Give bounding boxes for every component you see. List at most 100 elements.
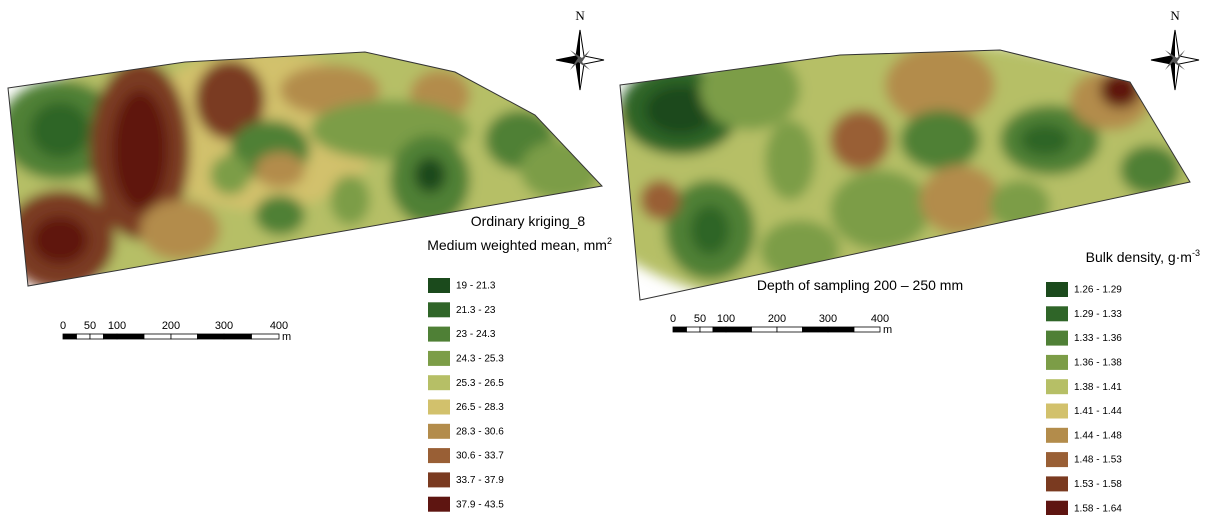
surface-zone	[640, 180, 680, 220]
legend-swatch	[428, 400, 450, 415]
legend-label: 1.38 - 1.41	[1074, 382, 1122, 393]
surface-blobs	[0, 30, 620, 310]
legend-swatch	[1046, 476, 1068, 491]
scale-label: 0	[670, 313, 676, 325]
surface-zone	[1120, 145, 1180, 195]
surface-zone	[1100, 72, 1140, 108]
legend-swatch	[1046, 501, 1068, 515]
scale-segment	[854, 327, 880, 332]
legend-swatch	[1046, 282, 1068, 297]
legend-label: 1.29 - 1.33	[1074, 309, 1122, 320]
surface-zone	[920, 165, 1000, 235]
scale-unit: m	[883, 324, 892, 336]
scale-segment	[828, 327, 854, 332]
legend-label: 1.41 - 1.44	[1074, 406, 1122, 417]
title-text: Ordinary kriging_8	[471, 213, 586, 229]
legend-swatch	[1046, 379, 1068, 394]
title-text: Depth of sampling 200 – 250 mm	[757, 277, 963, 293]
legend-label: 1.48 - 1.53	[1074, 455, 1122, 466]
scale-label: 300	[819, 313, 837, 325]
legend-swatch	[1046, 428, 1068, 443]
surface-zone	[30, 102, 90, 158]
surface-zone	[520, 140, 600, 200]
scale-segment	[252, 334, 280, 339]
title-text: Bulk density, g·m	[1086, 249, 1192, 265]
scale-segment	[726, 327, 752, 332]
legend-swatch	[1046, 306, 1068, 321]
scale-label: 200	[768, 313, 786, 325]
legend-swatch	[1046, 404, 1068, 419]
map-title: Ordinary kriging_8	[471, 213, 586, 229]
legend-label: 30.6 - 33.7	[456, 451, 504, 462]
surface-zone	[690, 205, 730, 255]
map-panel: N Ordinary kriging_8 Medium weighted mean,…	[0, 8, 620, 512]
interpolated-surface	[0, 30, 620, 310]
scale-segment	[803, 327, 829, 332]
legend-swatch	[428, 351, 450, 366]
scale-segment	[700, 327, 713, 332]
scale-segment	[171, 334, 198, 339]
legend-label: 26.5 - 28.3	[456, 402, 504, 413]
scale-segment	[198, 334, 225, 339]
north-arrow: N	[1151, 8, 1199, 90]
legend-label: 25.3 - 26.5	[456, 378, 504, 389]
legend-label: 1.33 - 1.36	[1074, 333, 1122, 344]
scale-segment	[104, 334, 118, 339]
title-text: Medium weighted mean, mm	[427, 237, 607, 253]
legend-label: 1.36 - 1.38	[1074, 358, 1122, 369]
scale-segment	[63, 334, 77, 339]
legend-swatch	[428, 375, 450, 390]
legend-label: 1.26 - 1.29	[1074, 285, 1122, 296]
scale-label: 50	[84, 320, 96, 332]
scale-segment	[224, 334, 252, 339]
legend-swatch	[428, 472, 450, 487]
surface-zone	[255, 195, 305, 235]
surface-zone	[330, 175, 370, 225]
surface-zone	[765, 120, 815, 200]
scale-label: 100	[717, 313, 735, 325]
map-title: Depth of sampling 200 – 250 mm	[757, 277, 963, 293]
scale-label: 100	[108, 320, 126, 332]
legend-swatch	[428, 302, 450, 317]
scale-label: 50	[694, 313, 706, 325]
surface-zone	[830, 170, 930, 250]
legend-swatch	[1046, 452, 1068, 467]
legend-swatch	[428, 497, 450, 512]
scale-segment	[77, 334, 91, 339]
surface-zone	[414, 157, 446, 193]
legend-swatch	[428, 424, 450, 439]
legend-swatch	[1046, 355, 1068, 370]
scale-segment	[673, 327, 687, 332]
map-title: Bulk density, g·m-3	[1086, 248, 1200, 265]
legend-label: 1.58 - 1.64	[1074, 503, 1122, 514]
surface-zone	[140, 200, 220, 260]
legend-label: 28.3 - 30.6	[456, 426, 504, 437]
legend-swatch	[428, 448, 450, 463]
legend-swatch	[428, 278, 450, 293]
scale-label: 300	[215, 320, 233, 332]
scale-segment	[713, 327, 726, 332]
scale-segment	[117, 334, 144, 339]
legend-label: 21.3 - 23	[456, 305, 496, 316]
north-arrow: N	[556, 8, 604, 90]
map-panel: N Bulk density, g·m-3 Depth of sampling 20…	[570, 8, 1215, 515]
scale-label: 200	[162, 320, 180, 332]
scale-segment	[777, 327, 803, 332]
surface-zone	[760, 220, 840, 280]
scale-label: 0	[60, 320, 66, 332]
title-superscript: -3	[1192, 248, 1200, 258]
scale-segment	[144, 334, 171, 339]
surface-zone	[900, 110, 980, 170]
legend-label: 19 - 21.3	[456, 281, 496, 292]
surface-zone	[255, 152, 305, 188]
scale-segment	[90, 334, 104, 339]
legend-label: 23 - 24.3	[456, 329, 496, 340]
figure: N Ordinary kriging_8 Medium weighted mean,…	[0, 0, 1215, 515]
scale-segment	[752, 327, 778, 332]
legend-swatch	[428, 327, 450, 342]
surface-zone	[210, 155, 250, 195]
north-label: N	[575, 8, 585, 23]
surface-zone	[1020, 124, 1070, 156]
legend-label: 37.9 - 43.5	[456, 499, 504, 510]
map-title: Medium weighted mean, mm2	[427, 236, 612, 253]
